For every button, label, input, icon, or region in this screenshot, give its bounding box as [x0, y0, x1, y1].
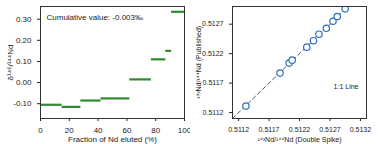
svg-text:0.5117: 0.5117 [259, 126, 280, 133]
svg-text:Fraction of Nd eluted (%): Fraction of Nd eluted (%) [68, 135, 157, 144]
svg-text:0.20: 0.20 [16, 36, 32, 45]
svg-text:0.5112: 0.5112 [228, 126, 249, 133]
svg-text:0.5132: 0.5132 [350, 126, 372, 133]
svg-text:0.5127: 0.5127 [319, 126, 341, 133]
svg-text:0.10: 0.10 [16, 57, 32, 66]
svg-text:20: 20 [64, 126, 74, 136]
svg-text:0.5117: 0.5117 [203, 79, 224, 86]
svg-text:0.5127: 0.5127 [202, 20, 224, 27]
svg-text:¹⁴³Nd/¹⁴⁴Nd (Double Spike): ¹⁴³Nd/¹⁴⁴Nd (Double Spike) [257, 136, 341, 144]
svg-text:1:1 Line: 1:1 Line [334, 83, 359, 90]
svg-text:40: 40 [93, 126, 103, 136]
svg-text:0.5112: 0.5112 [203, 109, 224, 116]
svg-text:60: 60 [122, 126, 132, 136]
svg-text:¹⁴³Nd/¹⁴⁴Nd (Published): ¹⁴³Nd/¹⁴⁴Nd (Published) [195, 26, 203, 99]
svg-text:100: 100 [178, 126, 190, 135]
svg-text:Cumulative value: -0.003‰: Cumulative value: -0.003‰ [47, 13, 144, 22]
svg-text:-0.10: -0.10 [13, 99, 32, 108]
svg-text:80: 80 [151, 126, 161, 136]
svg-text:0.30: 0.30 [16, 15, 32, 24]
svg-text:δ¹⁴⁶/¹⁴⁴Nd: δ¹⁴⁶/¹⁴⁴Nd [6, 45, 15, 81]
svg-text:0: 0 [38, 126, 43, 135]
svg-text:0.00: 0.00 [16, 78, 32, 87]
svg-text:0.5122: 0.5122 [202, 50, 224, 57]
svg-text:0.5122: 0.5122 [289, 126, 311, 133]
